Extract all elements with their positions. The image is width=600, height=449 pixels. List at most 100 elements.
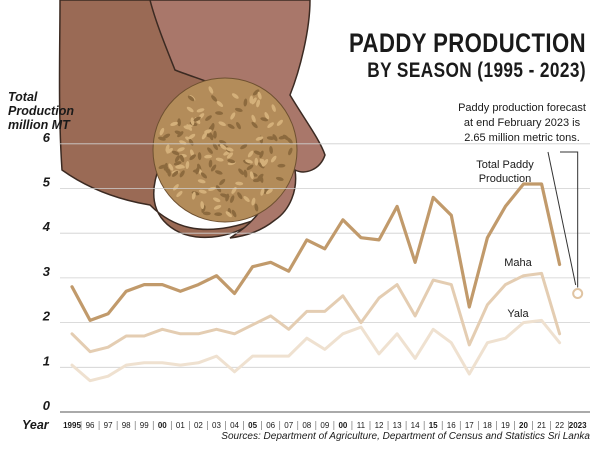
- rice-grain: [269, 146, 273, 154]
- rice-grain: [272, 134, 278, 142]
- rice-grain: [202, 211, 211, 216]
- x-tick-label: 14: [411, 421, 420, 430]
- rice-grain: [191, 191, 196, 200]
- rice-grain: [256, 99, 261, 108]
- x-tick-label: 99: [140, 421, 149, 430]
- rice-grain: [171, 170, 179, 177]
- y-tick-label: 2: [42, 309, 51, 324]
- rice-grain: [288, 147, 293, 156]
- x-tick-label: 96: [86, 421, 95, 430]
- rice-grain: [211, 95, 218, 102]
- rice-grain: [207, 147, 213, 154]
- y-axis-label: Total Production million MT: [8, 90, 74, 132]
- x-tick-label: 1995: [63, 421, 81, 430]
- rice-grain: [247, 150, 254, 158]
- rice-grain: [275, 176, 284, 181]
- rice-grain: [257, 91, 262, 100]
- y-tick-labels: 0 1 2 3 4 5 6: [42, 130, 51, 413]
- x-tick-label: 19: [501, 421, 510, 430]
- rice-grain: [190, 117, 195, 126]
- series-label: Production: [479, 173, 532, 185]
- rice-grain: [218, 121, 226, 127]
- rice-grain: [225, 211, 232, 218]
- rice-grain: [227, 123, 235, 129]
- rice-grain: [215, 170, 223, 175]
- x-tick-label: 18: [483, 421, 492, 430]
- rice-grain: [189, 154, 197, 161]
- x-tick-label: 16: [447, 421, 456, 430]
- series-line-maha: [70, 271, 562, 354]
- rice-grain: [227, 159, 236, 164]
- rice-grain: [257, 173, 264, 180]
- rice-grain: [205, 115, 212, 121]
- rice-grain: [214, 212, 223, 217]
- rice-grain: [176, 190, 183, 198]
- series-label: Maha: [504, 257, 532, 269]
- rice-grain: [243, 98, 248, 107]
- x-tick-label: 98: [122, 421, 131, 430]
- source-note: Sources: Department of Agriculture, Depa…: [221, 431, 590, 442]
- rice-grain: [193, 116, 201, 122]
- x-tick-label: 15: [429, 421, 438, 430]
- rice-grain: [252, 89, 260, 96]
- rice-grain: [174, 155, 181, 163]
- rice-grain: [236, 121, 241, 130]
- x-tick-label: 02: [194, 421, 203, 430]
- rice-grains-shape: [152, 77, 298, 223]
- rice-grain: [177, 147, 185, 152]
- rice-grain: [243, 196, 250, 202]
- rice-grain: [219, 144, 227, 150]
- rice-grain: [230, 195, 235, 203]
- grid-lines: [60, 143, 590, 413]
- rice-grain: [237, 192, 243, 200]
- x-tick-label: 12: [375, 421, 384, 430]
- rice-grain: [251, 114, 256, 123]
- rice-grain: [215, 157, 224, 162]
- rice-grain: [276, 119, 284, 126]
- rice-grain: [259, 158, 265, 166]
- rice-grain: [251, 121, 258, 129]
- rice-grain: [179, 154, 185, 163]
- rice-grain: [257, 162, 265, 169]
- rice-grain: [230, 112, 236, 120]
- rice-grain: [162, 133, 171, 139]
- hands-illustration: [58, 0, 326, 239]
- rice-grain: [260, 188, 265, 196]
- x-tick-label: 07: [284, 421, 293, 430]
- rice-grain: [208, 159, 213, 168]
- rice-grain: [219, 178, 226, 186]
- rice-grain: [170, 121, 178, 126]
- y-tick-label: 3: [43, 264, 51, 279]
- x-tick-label: 03: [212, 421, 221, 430]
- forecast-note-line-2: at end February 2023 is: [463, 117, 581, 129]
- rice-grain: [249, 171, 254, 180]
- rice-grain: [251, 197, 256, 206]
- rice-grain: [221, 193, 230, 198]
- rice-grain: [246, 164, 254, 171]
- rice-grain: [166, 147, 174, 154]
- rice-grain: [216, 101, 224, 107]
- x-tick-label: 20: [519, 421, 528, 430]
- title-line-2: BY SEASON (1995 - 2023): [367, 59, 586, 82]
- forecast-note: Paddy production forecast at end Februar…: [452, 101, 592, 146]
- series-label: Total Paddy: [476, 159, 534, 171]
- x-tick-label: 00: [338, 421, 347, 430]
- rice-grain: [158, 164, 167, 170]
- rice-grain: [200, 172, 208, 179]
- rice-grain: [270, 155, 277, 163]
- forecast-callout: [547, 151, 584, 300]
- rice-grain: [187, 95, 195, 102]
- rice-grain: [177, 131, 184, 138]
- rice-grain: [183, 125, 192, 130]
- series-label: Yala: [507, 308, 529, 320]
- rice-grain: [173, 161, 182, 166]
- y-axis-label-line-1: Total: [8, 90, 38, 104]
- rice-grain: [205, 133, 214, 138]
- rice-grain: [212, 143, 219, 151]
- forecast-note-line-1: Paddy production forecast: [458, 102, 586, 114]
- x-tick-labels: 1995 96 97 98 99 00 01 02 03 04 05 06 07 08 09 00 11 12 13…: [63, 421, 587, 430]
- rice-grain: [171, 150, 180, 156]
- rice-grain: [254, 157, 259, 166]
- x-tick-label: 04: [230, 421, 239, 430]
- y-tick-label: 1: [43, 353, 50, 368]
